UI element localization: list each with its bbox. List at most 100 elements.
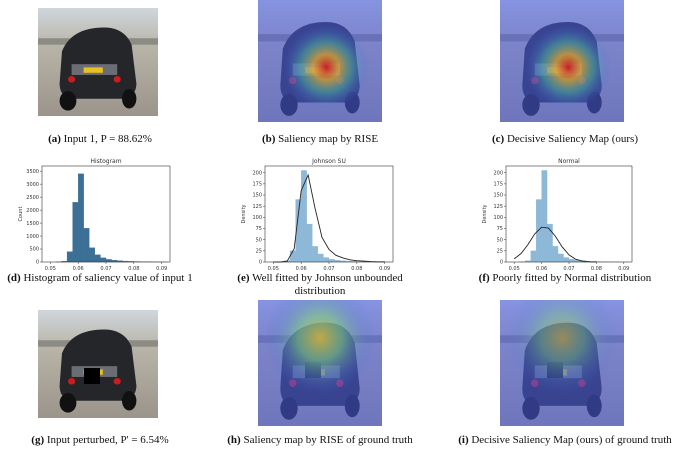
y-tick-label: 175 [493, 182, 503, 188]
y-tick-label: 150 [252, 193, 262, 199]
caption-text: Well fitted by Johnson unbounded [252, 272, 403, 284]
histogram-bar [328, 259, 335, 263]
fit-curve [273, 173, 385, 263]
x-tick-label: 0.06 [73, 266, 84, 272]
y-tick-label: 0 [36, 260, 39, 266]
histogram-bar [552, 246, 559, 263]
caption-text: Saliency map by RISE [278, 133, 378, 145]
image-h [258, 300, 382, 426]
histogram-bar [72, 202, 79, 263]
caption: (e) Well fitted by Johnson unbounded [237, 272, 403, 284]
caption: (g) Input perturbed, P' = 6.54% [31, 434, 168, 446]
histogram-bar [312, 246, 319, 263]
histogram-bar [89, 247, 96, 263]
histogram-bar [323, 257, 330, 263]
x-tick-label: 0.06 [296, 266, 307, 272]
caption-text: distribution [295, 285, 346, 297]
histogram-bar [66, 251, 73, 263]
x-tick-label: 0.07 [563, 266, 574, 272]
y-tick-label: 0 [500, 260, 503, 266]
histogram-bar [289, 250, 296, 263]
y-tick-label: 1000 [26, 234, 39, 240]
plot-title: Histogram [90, 158, 121, 165]
caption-tag: (d) [7, 272, 21, 284]
y-tick-label: 2500 [26, 195, 39, 201]
caption: (i) Decisive Saliency Map (ours) of grou… [458, 434, 672, 446]
x-tick-label: 0.09 [156, 266, 167, 272]
y-tick-label: 75 [256, 226, 262, 232]
caption-tag: (b) [262, 133, 276, 145]
y-tick-label: 100 [252, 215, 262, 221]
caption-tag: (f) [479, 272, 490, 284]
histogram-bar [94, 254, 101, 263]
y-tick-label: 1500 [26, 221, 39, 227]
y-tick-label: 3000 [26, 182, 39, 188]
y-tick-label: 25 [256, 249, 262, 255]
x-tick-label: 0.08 [351, 266, 362, 272]
x-tick-label: 0.08 [591, 266, 602, 272]
caption-tag: (e) [237, 272, 250, 284]
caption-text: Input perturbed, P' = 6.54% [47, 434, 169, 446]
caption: (c) Decisive Saliency Map (ours) [492, 133, 638, 145]
histogram-bar [541, 170, 548, 263]
y-tick-label: 500 [29, 247, 39, 253]
caption: (b) Saliency map by RISE [262, 133, 378, 145]
y-axis-label: Count [18, 207, 24, 222]
y-tick-label: 25 [497, 249, 503, 255]
plot-frame [41, 165, 171, 263]
histogram-bar [83, 228, 90, 263]
caption-tag: (h) [227, 434, 241, 446]
y-tick-label: 75 [497, 226, 503, 232]
caption-text: Decisive Saliency Map (ours) [507, 133, 638, 145]
caption-tag: (a) [48, 133, 61, 145]
y-tick-label: 200 [493, 170, 503, 176]
histogram-bar [78, 173, 84, 263]
y-tick-label: 125 [493, 204, 503, 210]
y-tick-label: 150 [493, 193, 503, 199]
x-tick-label: 0.06 [536, 266, 547, 272]
caption-text: Saliency map by RISE of ground truth [243, 434, 413, 446]
y-tick-label: 2000 [26, 208, 39, 214]
y-axis-label: Density [482, 204, 488, 223]
caption-text: Histogram of saliency value of input 1 [23, 272, 192, 284]
image-i [500, 300, 624, 426]
image-c [500, 0, 624, 122]
plot-frame [264, 165, 394, 263]
y-tick-label: 125 [252, 204, 262, 210]
x-tick-label: 0.05 [268, 266, 279, 272]
histogram-bar [100, 257, 107, 263]
fit-curve [513, 226, 597, 263]
histogram-bar [530, 250, 537, 263]
y-tick-label: 0 [259, 260, 262, 266]
caption: distribution [295, 285, 346, 297]
y-axis-label: Density [241, 204, 247, 223]
y-tick-label: 50 [256, 237, 262, 243]
y-tick-label: 175 [252, 182, 262, 188]
caption: (f) Poorly fitted by Normal distribution [479, 272, 652, 284]
plot-title: Johnson SU [311, 158, 346, 165]
histogram-bar [535, 199, 542, 263]
y-tick-label: 3500 [26, 169, 39, 175]
image-g [38, 310, 158, 418]
caption: (a) Input 1, P = 88.62% [48, 133, 152, 145]
caption-tag: (c) [492, 133, 505, 145]
y-tick-label: 50 [497, 237, 503, 243]
caption: (h) Saliency map by RISE of ground truth [227, 434, 413, 446]
y-tick-label: 100 [493, 215, 503, 221]
caption-text: Decisive Saliency Map (ours) of ground t… [471, 434, 672, 446]
histogram-bar [563, 257, 570, 263]
histogram-bar [568, 259, 575, 263]
image-b [258, 0, 382, 122]
histogram-bar [557, 253, 564, 263]
histogram-bar [317, 253, 324, 263]
image-a [38, 8, 158, 117]
caption-tag: (i) [458, 434, 469, 446]
x-tick-label: 0.05 [45, 266, 56, 272]
caption-tag: (g) [31, 434, 44, 446]
x-tick-label: 0.08 [128, 266, 139, 272]
x-tick-label: 0.05 [509, 266, 520, 272]
histogram-bar [306, 223, 313, 263]
caption: (d) Histogram of saliency value of input… [7, 272, 192, 284]
caption-text: Poorly fitted by Normal distribution [492, 272, 651, 284]
